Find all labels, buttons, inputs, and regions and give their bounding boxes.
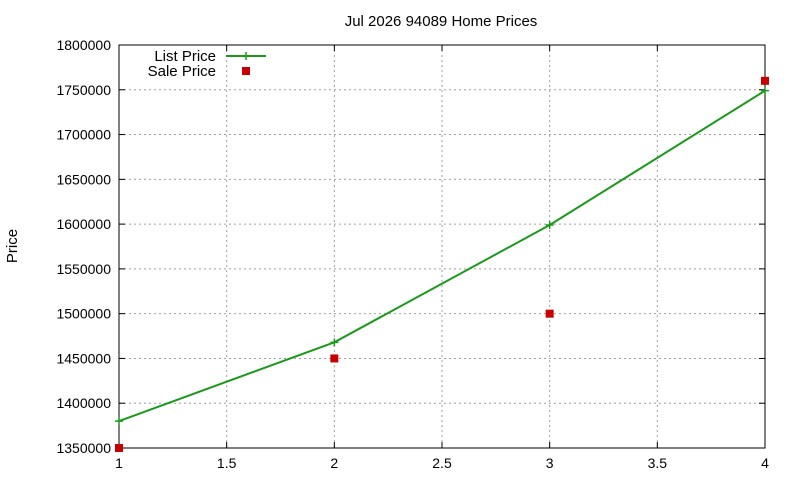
grid-lines — [119, 45, 765, 448]
sale-price-point — [115, 444, 123, 452]
x-tick-label: 1 — [115, 455, 123, 471]
x-tick-label: 2 — [330, 455, 338, 471]
chart-title: Jul 2026 94089 Home Prices — [345, 13, 538, 30]
legend-marker-sale-price — [242, 67, 250, 75]
sale-price-point — [330, 354, 339, 363]
y-tick-label: 1450000 — [56, 350, 111, 366]
y-tick-label: 1750000 — [56, 82, 111, 98]
sale-price-point — [761, 76, 769, 85]
list-price-point — [115, 417, 123, 426]
legend: List Price Sale Price — [148, 48, 266, 80]
x-tick-label: 2.5 — [432, 455, 452, 471]
y-tick-label: 1700000 — [56, 127, 111, 143]
x-tick-label: 1.5 — [217, 455, 237, 471]
list-price-point — [545, 221, 554, 230]
y-tick-label: 1350000 — [56, 440, 111, 456]
sale-price-point — [545, 309, 554, 318]
y-tick-label: 1600000 — [56, 216, 111, 232]
list-price-line — [118, 89, 766, 423]
x-tick-label: 4 — [761, 455, 769, 471]
x-tick-label: 3 — [546, 455, 554, 471]
y-tick-label: 1550000 — [56, 261, 111, 277]
y-axis-label: Price — [4, 229, 21, 263]
y-tick-label: 1500000 — [56, 306, 111, 322]
y-tick-label: 1650000 — [56, 171, 111, 187]
y-tick-label: 1800000 — [56, 37, 111, 53]
y-tick-label: 1400000 — [56, 395, 111, 411]
data-series — [115, 76, 769, 452]
x-tick-label: 3.5 — [648, 455, 668, 471]
legend-label-sale-price: Sale Price — [148, 63, 216, 80]
legend-label-list-price: List Price — [154, 48, 216, 65]
axis-ticks: 1350000 1400000 1450000 1500000 1550000 16000… — [56, 37, 769, 471]
list-price-point — [761, 86, 769, 95]
legend-marker-list-price — [242, 52, 250, 60]
list-price-point — [330, 338, 339, 347]
